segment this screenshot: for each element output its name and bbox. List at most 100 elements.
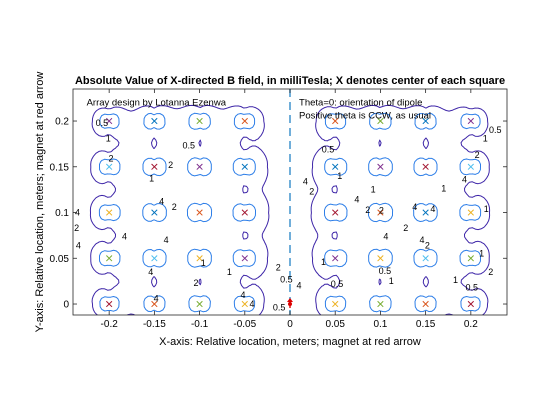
x-tick-label: 0.15 xyxy=(416,319,436,330)
y-tick-label: 0.15 xyxy=(50,162,70,173)
center-marker xyxy=(241,300,248,308)
contour-lines xyxy=(89,104,491,315)
center-marker xyxy=(241,163,248,170)
contour-label: 1 xyxy=(389,276,394,286)
x-tick-label: -0.2 xyxy=(101,319,119,330)
contour-label: 4 xyxy=(75,208,80,218)
center-marker xyxy=(241,209,248,216)
center-marker xyxy=(151,255,158,262)
chart-title: Absolute Value of X-directed B field, in… xyxy=(75,75,505,87)
center-marker xyxy=(106,255,113,262)
contour-label: 1 xyxy=(321,257,326,267)
center-marker xyxy=(196,163,203,170)
center-marker xyxy=(332,209,339,216)
contour-label: 1 xyxy=(483,133,488,143)
x-tick-label: 0 xyxy=(287,319,293,330)
contour-label: 1 xyxy=(227,267,232,277)
contour-label: 4 xyxy=(420,235,425,245)
center-marker xyxy=(377,117,384,125)
center-marker xyxy=(151,209,158,216)
center-marker xyxy=(106,117,113,125)
center-marker xyxy=(196,117,203,125)
contour-label: 2 xyxy=(74,223,79,233)
contour-label: 1 xyxy=(371,185,376,195)
center-marker xyxy=(467,163,474,170)
contour-label: 4 xyxy=(159,197,164,207)
contour-label: 1 xyxy=(453,275,458,285)
center-marker xyxy=(332,117,339,125)
center-marker xyxy=(422,209,429,216)
center-marker xyxy=(467,300,474,308)
y-tick-label: 0.1 xyxy=(55,208,69,219)
contour-label: 4 xyxy=(412,202,417,212)
center-marker xyxy=(151,300,158,308)
center-marker xyxy=(467,209,474,216)
square-center-markers xyxy=(106,117,474,309)
center-marker xyxy=(241,117,248,125)
center-marker xyxy=(332,255,339,262)
x-tick-label: 0.1 xyxy=(373,319,387,330)
x-tick-label: 0.05 xyxy=(325,319,345,330)
contour-label: 1 xyxy=(484,204,489,214)
contour-level-0_5 xyxy=(89,104,491,315)
contour-label: 0.5 xyxy=(379,266,392,276)
contour-label: 0.5 xyxy=(280,274,293,284)
contour-label: 4 xyxy=(430,204,435,214)
y-axis-label: Y-axis: Relative location, meters; magne… xyxy=(34,72,46,333)
contour-label: 4 xyxy=(154,294,159,304)
annotation-positive-theta: Positive theta is CCW, as usual xyxy=(299,111,431,122)
magnet-marker xyxy=(287,298,293,309)
contour-label: 2 xyxy=(488,267,493,277)
contour-label: 2 xyxy=(403,223,408,233)
x-axis-label: X-axis: Relative location, meters; magne… xyxy=(159,336,421,348)
center-marker xyxy=(377,209,384,216)
center-marker xyxy=(422,117,429,125)
center-marker xyxy=(377,163,384,170)
x-tick-label: 0.2 xyxy=(464,319,478,330)
center-marker xyxy=(332,300,339,308)
center-marker xyxy=(332,163,339,170)
center-marker xyxy=(106,163,113,170)
x-tick-label: -0.05 xyxy=(233,319,256,330)
y-tick-label: 0.05 xyxy=(50,254,70,265)
contour-label: 2 xyxy=(168,160,173,170)
contour-label: 0.5 xyxy=(182,141,195,151)
contour-level-1 xyxy=(98,112,482,313)
contour-label: 1 xyxy=(201,258,206,268)
contour-label: 2 xyxy=(379,206,384,216)
contour-label: 4 xyxy=(240,290,245,300)
contour-label: 4 xyxy=(383,231,388,241)
contour-label: 0.5 xyxy=(331,279,344,289)
contour-label: 1 xyxy=(337,171,342,181)
contour-label: 0.5 xyxy=(489,125,502,135)
contour-label: 4 xyxy=(354,195,359,205)
contour-label: 2 xyxy=(309,186,314,196)
contour-label: 4 xyxy=(303,176,308,186)
contour-label: 2 xyxy=(108,154,113,164)
contour-label: 4 xyxy=(76,240,81,250)
contour-label: 1 xyxy=(149,174,154,184)
y-tick-label: 0.2 xyxy=(55,117,69,128)
axis-ticks: -0.2 -0.15 -0.1 -0.05 0 0.05 0.1 0.15 0.2 0 0.05 0.… xyxy=(50,89,507,330)
contour-label: 2 xyxy=(172,202,177,212)
x-tick-label: -0.1 xyxy=(191,319,209,330)
center-marker xyxy=(422,300,429,308)
center-marker xyxy=(422,163,429,170)
annotation-theta-zero: Theta=0: orientation of dipole xyxy=(299,97,422,108)
center-marker xyxy=(196,209,203,216)
center-marker xyxy=(106,209,113,216)
contour-label: 1 xyxy=(441,184,446,194)
contour-label: 2 xyxy=(193,278,198,288)
contour-label: 2 xyxy=(276,262,281,272)
contour-label: 4 xyxy=(462,175,467,185)
contour-label: 1 xyxy=(479,249,484,259)
contour-label: 4 xyxy=(164,235,169,245)
center-marker xyxy=(151,117,158,125)
center-marker xyxy=(241,255,248,262)
contour-label: 2 xyxy=(475,150,480,160)
contour-label: 4 xyxy=(148,267,153,277)
contour-label: 0.5 xyxy=(322,144,335,154)
center-marker xyxy=(196,300,203,308)
